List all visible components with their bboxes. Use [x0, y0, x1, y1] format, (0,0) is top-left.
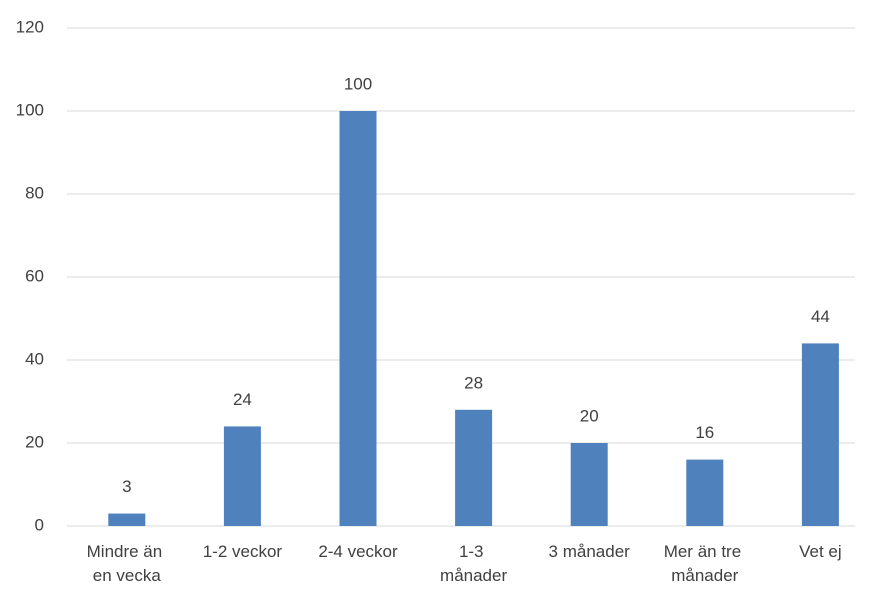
bar [455, 409, 493, 526]
y-tick-label: 0 [35, 515, 44, 534]
x-tick-label: 3 månader [549, 542, 631, 561]
data-label: 20 [580, 406, 599, 425]
data-label: 24 [233, 390, 252, 409]
x-tick-label: Mindre än en vecka [87, 542, 167, 585]
bar [108, 513, 146, 526]
bar [686, 459, 724, 526]
y-tick-label: 100 [16, 100, 44, 119]
y-tick-label: 40 [25, 349, 44, 368]
x-tick-label: 2-4 veckor [318, 542, 398, 561]
x-tick-label: Mer än tre månader [664, 542, 746, 585]
data-label: 100 [344, 74, 372, 93]
data-label: 28 [464, 373, 483, 392]
y-tick-label: 20 [25, 432, 44, 451]
data-label: 16 [695, 423, 714, 442]
x-tick-label: 1-2 veckor [203, 542, 283, 561]
bar [801, 343, 839, 526]
y-tick-label: 60 [25, 266, 44, 285]
data-label: 44 [811, 307, 830, 326]
y-tick-label: 120 [16, 17, 44, 36]
data-label: 3 [122, 477, 131, 496]
x-tick-label: 1-3 månader [440, 542, 507, 585]
bar [223, 426, 261, 526]
y-tick-label: 80 [25, 183, 44, 202]
bar [570, 443, 608, 526]
bar [339, 111, 377, 526]
x-tick-label: Vet ej [799, 542, 842, 561]
